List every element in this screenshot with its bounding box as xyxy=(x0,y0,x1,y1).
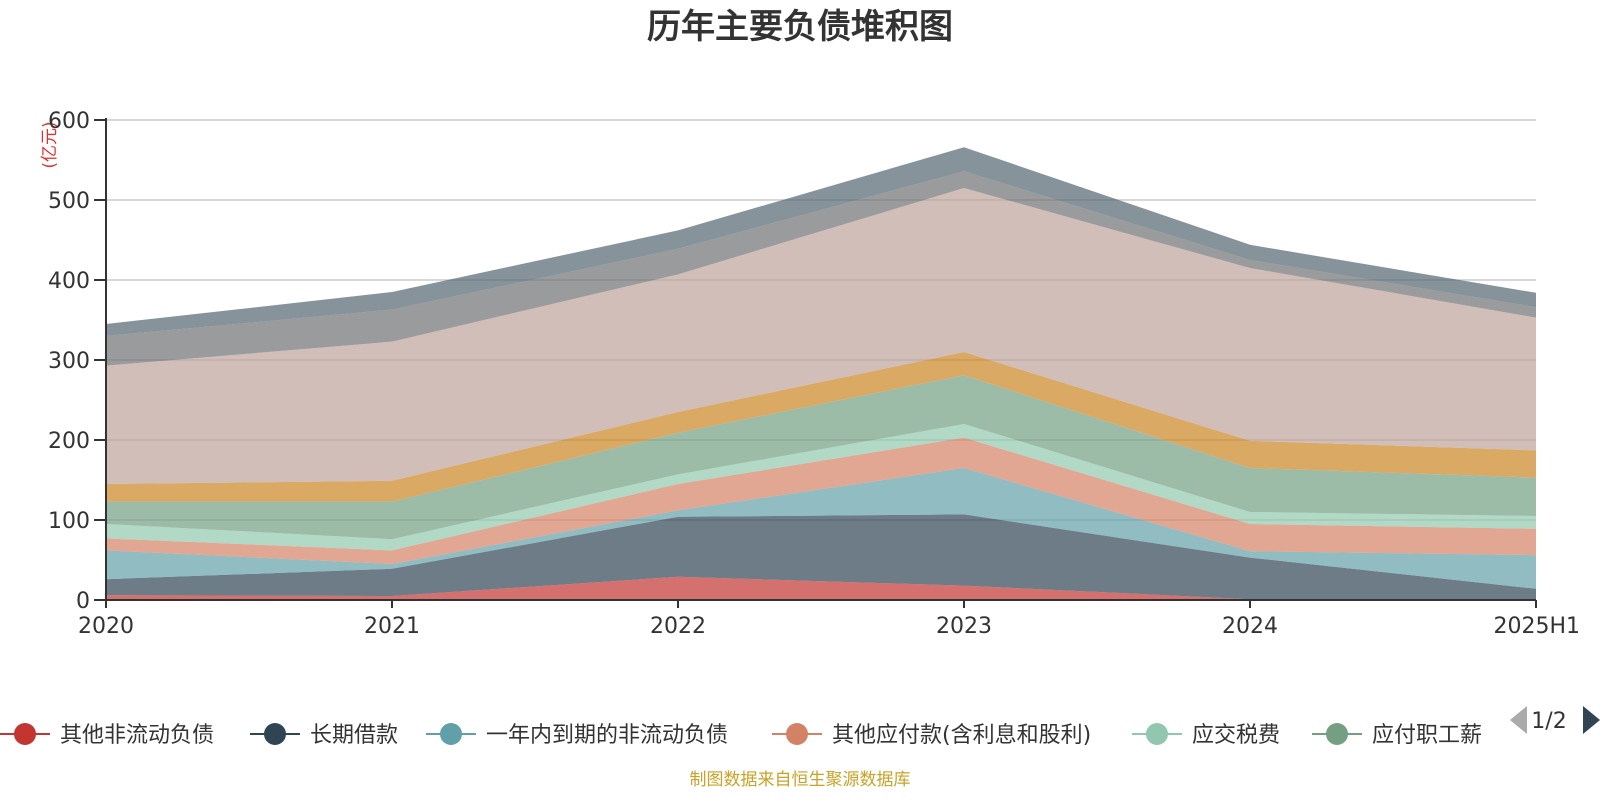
y-tick-label: 300 xyxy=(48,349,90,374)
legend-marker-dot xyxy=(14,723,36,745)
area-series-5[interactable] xyxy=(106,375,1536,540)
axes: 0 100 200 300 400 500 600 2020 2021 2022 2023 2024 2… xyxy=(48,109,1580,639)
area-series-6[interactable] xyxy=(106,352,1536,502)
stacked-areas xyxy=(106,147,1536,600)
legend-marker-dot xyxy=(1146,723,1168,745)
area-series-9[interactable] xyxy=(106,147,1536,336)
legend-label: 应交税费 xyxy=(1192,723,1280,748)
y-tick-label: 600 xyxy=(48,109,90,134)
area-series-8[interactable] xyxy=(106,171,1536,366)
x-tick-label: 2023 xyxy=(936,614,992,639)
area-series-4[interactable] xyxy=(106,424,1536,551)
y-tick-label: 500 xyxy=(48,189,90,214)
x-tick-label: 2022 xyxy=(650,614,706,639)
legend-page-indicator: 1/2 xyxy=(1531,709,1566,734)
area-series-3[interactable] xyxy=(106,437,1536,564)
legend-marker-dot xyxy=(786,723,808,745)
y-tick-label: 100 xyxy=(48,509,90,534)
legend-item[interactable]: 应交税费 xyxy=(1132,723,1280,748)
legend[interactable]: 其他非流动负债 长期借款 一年内到期的非流动负债 其他应付款(含利息和股利) 应交税费 应… xyxy=(0,723,1482,748)
area-series-2[interactable] xyxy=(106,468,1536,589)
chart-title: 历年主要负债堆积图 xyxy=(647,7,953,47)
source-note: 制图数据来自恒生聚源数据库 xyxy=(690,770,911,790)
legend-item[interactable]: 一年内到期的非流动负债 xyxy=(426,723,728,748)
y-tick-label: 200 xyxy=(48,429,90,454)
legend-pager: 1/2 xyxy=(1510,706,1600,734)
legend-item[interactable]: 应付职工薪 xyxy=(1312,723,1482,748)
legend-label: 其他应付款(含利息和股利) xyxy=(832,723,1091,748)
x-tick-label: 2024 xyxy=(1222,614,1278,639)
x-tick-label: 2025H1 xyxy=(1493,614,1580,639)
legend-label: 长期借款 xyxy=(310,723,398,748)
legend-marker-dot xyxy=(264,723,286,745)
area-series-1[interactable] xyxy=(106,514,1536,600)
y-tick-label: 0 xyxy=(76,589,90,614)
legend-item[interactable]: 长期借款 xyxy=(250,723,398,748)
legend-next-icon[interactable] xyxy=(1583,706,1600,734)
legend-label: 一年内到期的非流动负债 xyxy=(486,723,728,748)
area-series-7[interactable] xyxy=(106,188,1536,484)
legend-prev-icon[interactable] xyxy=(1510,706,1527,734)
x-tick-label: 2021 xyxy=(364,614,420,639)
x-tick-label: 2020 xyxy=(78,614,134,639)
legend-label: 其他非流动负债 xyxy=(60,723,214,748)
legend-item[interactable]: 其他应付款(含利息和股利) xyxy=(772,723,1091,748)
legend-item[interactable]: 其他非流动负债 xyxy=(0,723,214,748)
area-series-0[interactable] xyxy=(106,576,1536,600)
legend-marker-dot xyxy=(440,723,462,745)
y-tick-label: 400 xyxy=(48,269,90,294)
legend-label: 应付职工薪 xyxy=(1372,723,1482,748)
y-axis-unit: (亿元) xyxy=(40,121,60,168)
legend-marker-dot xyxy=(1326,723,1348,745)
